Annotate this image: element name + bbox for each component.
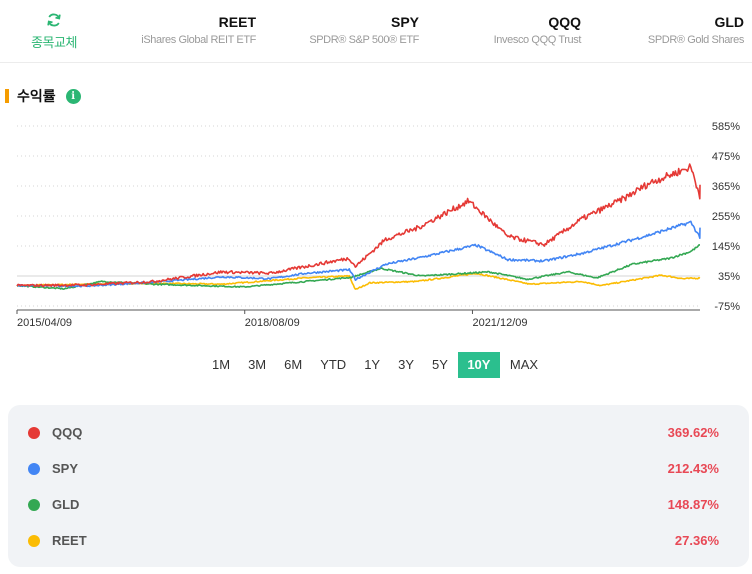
x-tick-label: 2018/08/09	[245, 317, 300, 329]
ticker-symbol: QQQ	[548, 14, 581, 30]
range-1m-button[interactable]: 1M	[212, 357, 231, 372]
swap-label: 종목교체	[31, 36, 77, 51]
y-tick-label: 145%	[712, 241, 740, 253]
ticker-symbol: GLD	[714, 14, 744, 30]
ticker-symbol: SPY	[390, 14, 419, 30]
legend-name: GLD	[52, 497, 80, 512]
ticker-name: Invesco QQQ Trust	[493, 34, 582, 46]
y-tick-label: 255%	[712, 211, 740, 223]
legend-row-reet[interactable]: REET 27.36%	[8, 532, 749, 552]
y-tick-label: 585%	[712, 121, 740, 133]
swap-stocks-button[interactable]: 종목교체	[22, 12, 86, 51]
legend-dot	[28, 427, 40, 439]
range-6m-button[interactable]: 6M	[284, 357, 303, 372]
x-tick-label: 2015/04/09	[17, 317, 72, 329]
range-3m-button[interactable]: 3M	[248, 357, 267, 372]
y-tick-label: -75%	[714, 301, 740, 313]
range-10y-button[interactable]: 10Y	[457, 352, 500, 378]
legend-dot	[28, 535, 40, 547]
legend-name: SPY	[52, 461, 79, 476]
y-tick-label: 475%	[712, 151, 740, 163]
legend-dot	[28, 463, 40, 475]
legend-row-qqq[interactable]: QQQ 369.62%	[8, 424, 749, 444]
x-axis: 2015/04/09 2018/08/09 2021/12/09	[16, 309, 700, 329]
legend-dot	[28, 499, 40, 511]
range-3y-button[interactable]: 3Y	[398, 357, 414, 372]
ticker-reet[interactable]: REET iShares Global REIT ETF	[141, 14, 256, 46]
ticker-spy[interactable]: SPY SPDR® S&P 500® ETF	[309, 14, 419, 46]
ticker-symbol: REET	[218, 14, 256, 30]
series-line-spy	[16, 220, 701, 288]
legend-return: 27.36%	[674, 533, 719, 548]
range-selector: 1M 3M 6M YTD 1Y 3Y 5Y 10Y MAX	[204, 352, 548, 378]
refresh-icon	[47, 13, 61, 27]
range-1y-button[interactable]: 1Y	[364, 357, 381, 372]
legend-return: 212.43%	[667, 461, 719, 476]
legend-name: REET	[52, 533, 87, 548]
legend-row-gld[interactable]: GLD 148.87%	[8, 496, 749, 516]
y-axis-labels: 585% 475% 365% 255% 145% 35% -75%	[712, 121, 740, 313]
info-icon[interactable]: i	[65, 88, 81, 104]
x-tick-label: 2021/12/09	[472, 317, 527, 329]
legend-return: 369.62%	[667, 425, 719, 440]
range-ytd-button[interactable]: YTD	[320, 357, 347, 372]
legend-row-spy[interactable]: SPY 212.43%	[8, 460, 749, 480]
chart-series	[16, 163, 701, 290]
ticker-gld[interactable]: GLD SPDR® Gold Shares	[648, 14, 744, 46]
returns-chart: 585%475%365%255%145%35%-75% 2015/04/09 20…	[16, 121, 740, 329]
chart-grid	[17, 125, 700, 307]
comparison-header: 종목교체 REET iShares Global REIT ETF SPY SP…	[0, 0, 752, 63]
legend-name: QQQ	[52, 425, 83, 440]
y-tick-label: 35%	[718, 271, 740, 283]
ticker-name: SPDR® S&P 500® ETF	[309, 34, 419, 46]
ticker-name: SPDR® Gold Shares	[647, 34, 744, 46]
series-line-qqq	[16, 163, 701, 288]
title-accent-bar	[5, 89, 9, 103]
page-title: 수익률	[17, 89, 56, 105]
ticker-name: iShares Global REIT ETF	[141, 34, 256, 46]
range-5y-button[interactable]: 5Y	[432, 357, 448, 372]
legend-return: 148.87%	[667, 497, 719, 512]
range-max-button[interactable]: MAX	[509, 357, 539, 372]
returns-legend: QQQ 369.62% SPY 212.43% GLD 148.87% REET…	[8, 405, 749, 567]
ticker-qqq[interactable]: QQQ Invesco QQQ Trust	[493, 14, 582, 46]
section-title: 수익률 i	[5, 86, 81, 106]
y-tick-label: 365%	[712, 181, 740, 193]
